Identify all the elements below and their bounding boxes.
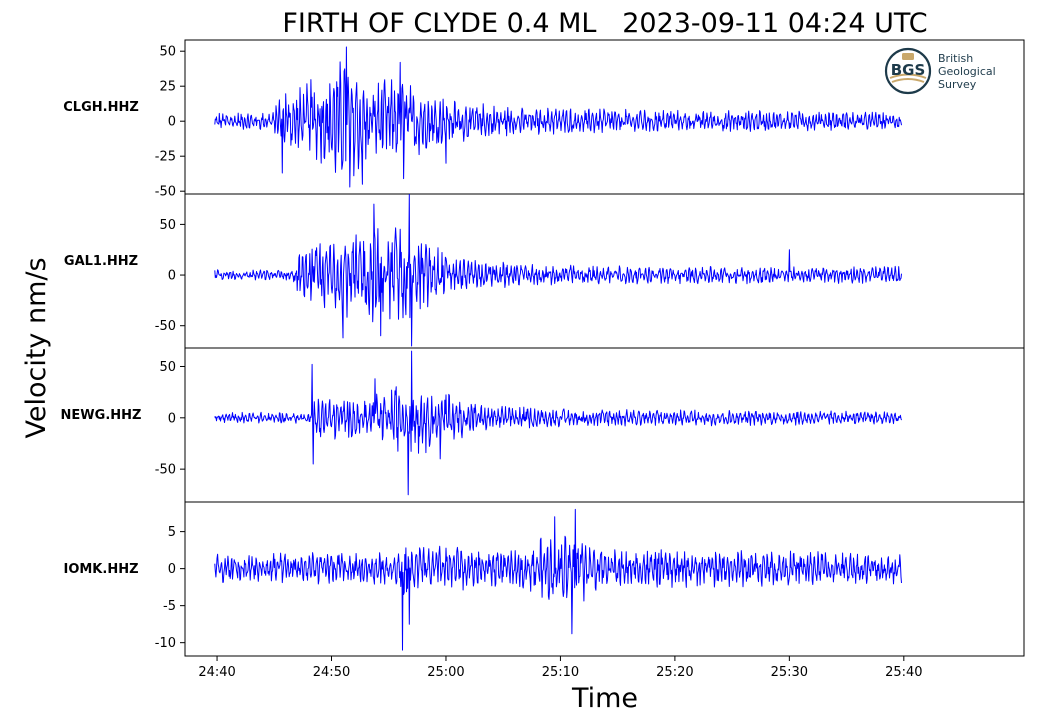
logo-badge: BGS [891, 61, 926, 79]
x-tick-label: 25:30 [771, 665, 808, 680]
waveform-trace [214, 46, 902, 188]
y-tick-label: -50 [155, 463, 176, 478]
y-tick-label: 50 [159, 45, 176, 60]
logo-text-line-3: Survey [938, 78, 977, 91]
trace-panels: CLGH.HHZ50250-25-50GAL1.HHZ500-50NEWG.HH… [61, 39, 1025, 657]
station-label: IOMK.HHZ [63, 562, 138, 577]
logo-text-line-2: Geological [938, 65, 996, 78]
y-tick-label: -50 [155, 185, 176, 200]
y-tick-label: 50 [159, 218, 176, 233]
x-axis: 24:40 24:50 25:00 25:10 25:20 25:30 25:40 [198, 656, 923, 680]
x-tick-label: 25:10 [542, 665, 579, 680]
trace-panel-newg-hhz: NEWG.HHZ 50 0 -50 [61, 347, 1025, 503]
waveform-trace [214, 350, 902, 496]
y-tick-label: 0 [168, 115, 176, 130]
y-tick-label: -25 [155, 150, 176, 165]
panel-frame [184, 347, 1025, 503]
y-axis-label: Velocity nm/s [21, 257, 52, 438]
y-tick-label: 50 [159, 360, 176, 375]
y-tick-label: 25 [159, 80, 176, 95]
y-tick-label: 0 [168, 269, 176, 284]
x-axis-label: Time [571, 683, 638, 714]
trace-panel-gal1-hhz: GAL1.HHZ 50 0 -50 [64, 193, 1025, 349]
y-tick-label: -10 [155, 636, 176, 651]
x-tick-label: 25:20 [656, 665, 693, 680]
x-tick-label: 25:40 [885, 665, 922, 680]
x-tick-label: 24:50 [313, 665, 350, 680]
x-tick-label: 24:40 [198, 665, 235, 680]
bgs-logo: BGS British Geological Survey [884, 47, 996, 95]
trace-panel-iomk-hhz: IOMK.HHZ 5 0 -5 -10 [63, 501, 1025, 657]
logo-text-line-1: British [938, 52, 973, 65]
x-tick-label: 25:00 [427, 665, 464, 680]
y-tick-label: -50 [155, 319, 176, 334]
station-label: NEWG.HHZ [61, 408, 142, 423]
panel-frame [184, 501, 1025, 657]
y-tick-label: 5 [168, 525, 176, 540]
waveform-trace [214, 194, 902, 347]
waveform-trace [214, 508, 902, 651]
crown-icon [902, 53, 914, 60]
station-label: CLGH.HHZ [63, 100, 139, 115]
station-label: GAL1.HHZ [64, 254, 138, 269]
y-tick-label: 0 [168, 411, 176, 426]
chart-title: FIRTH OF CLYDE 0.4 ML 2023-09-11 04:24 U… [282, 8, 927, 39]
y-tick-label: -5 [163, 599, 176, 614]
trace-panel-clgh-hhz: CLGH.HHZ 50 25 0 -25 -50 [63, 39, 1025, 200]
y-tick-label: 0 [168, 562, 176, 577]
